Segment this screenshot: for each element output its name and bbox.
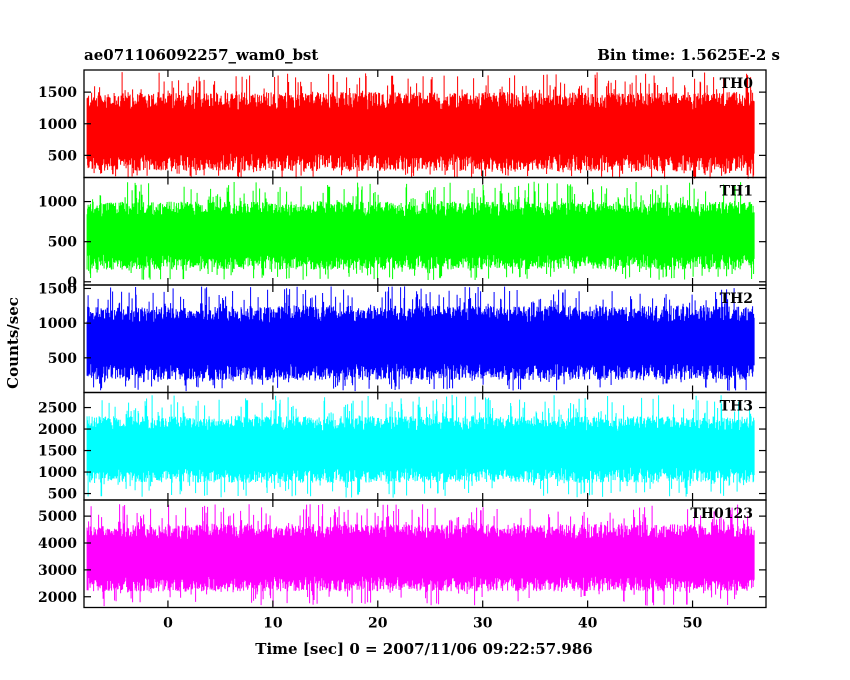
y-tick-label: 500 bbox=[48, 487, 77, 503]
y-tick-label: 2000 bbox=[38, 590, 77, 606]
y-tick-label: 2500 bbox=[38, 401, 77, 417]
series-label-th0123: TH0123 bbox=[690, 506, 753, 522]
series-label-th0: TH0 bbox=[720, 76, 754, 92]
y-tick-label: 4000 bbox=[38, 536, 77, 552]
series-trace-th3 bbox=[87, 395, 754, 498]
series-trace-th0123 bbox=[87, 504, 754, 606]
x-tick-label: 20 bbox=[368, 616, 388, 632]
y-tick-label: 1500 bbox=[38, 444, 77, 460]
panels-group: 50010001500TH005001000TH150010001500TH25… bbox=[38, 70, 766, 608]
y-tick-label: 3000 bbox=[38, 563, 77, 579]
x-tick-label: 30 bbox=[473, 616, 493, 632]
x-axis: 0 10 20 30 40 50 bbox=[163, 616, 702, 632]
series-label-th1: TH1 bbox=[720, 184, 753, 200]
x-tick-label: 0 bbox=[163, 616, 173, 632]
y-tick-label: 1500 bbox=[38, 85, 77, 101]
series-trace-th0 bbox=[87, 72, 754, 179]
panel-th0123: 2000 3000 4000 5000 TH0123 bbox=[38, 500, 766, 608]
y-tick-label: 1000 bbox=[38, 465, 77, 481]
panel-th2: 500 1000 1500 TH2 bbox=[38, 281, 766, 392]
y-tick-label: 500 bbox=[48, 235, 77, 251]
plot-title: ae071106092257_wam0_bst bbox=[84, 46, 318, 64]
x-tick-label: 40 bbox=[578, 616, 598, 632]
series-trace-th2 bbox=[87, 286, 754, 391]
x-axis-label: Time [sec] 0 = 2007/11/06 09:22:57.986 bbox=[255, 640, 592, 658]
y-tick-label: 1500 bbox=[38, 281, 77, 297]
y-tick-label: 1000 bbox=[38, 316, 77, 332]
y-axis-label: Counts/sec bbox=[4, 297, 22, 389]
y-tick-label: 500 bbox=[48, 148, 77, 164]
y-tick-label: 500 bbox=[48, 351, 77, 367]
y-tick-label: 1000 bbox=[38, 195, 77, 211]
series-label-th3: TH3 bbox=[720, 399, 753, 415]
series-label-th2: TH2 bbox=[720, 291, 753, 307]
panel-th3: 500 1000 1500 2000 2500 TH3 bbox=[38, 393, 766, 503]
series-trace-th1 bbox=[87, 182, 754, 280]
x-tick-label: 10 bbox=[263, 616, 283, 632]
panel-th0: 500 1000 1500 TH0 bbox=[38, 70, 766, 179]
bin-time-label: Bin time: 1.5625E-2 s bbox=[597, 46, 780, 64]
y-tick-label: 5000 bbox=[38, 509, 77, 525]
y-tick-label: 1000 bbox=[38, 117, 77, 133]
x-tick-label: 50 bbox=[683, 616, 703, 632]
y-tick-label: 2000 bbox=[38, 422, 77, 438]
